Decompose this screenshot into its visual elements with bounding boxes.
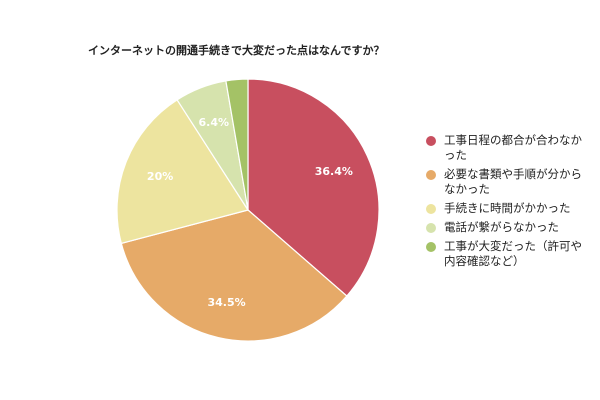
legend-item-5[interactable]: 工事が大変だった（許可や 内容確認など） <box>424 239 600 269</box>
pie-slice-2 <box>120 209 348 342</box>
chart-title: インターネットの開通手続きで大変だった点はなんですか？ <box>88 44 385 57</box>
legend-label-1: 工事日程の都合が合わなか った <box>444 133 582 162</box>
pie-slice-1 <box>247 78 380 297</box>
legend-label-2: 必要な書類や手順が分から なかった <box>444 167 582 196</box>
legend-item-2[interactable]: 必要な書類や手順が分から なかった <box>424 167 600 197</box>
legend-swatch-4 <box>426 223 436 233</box>
pie-slice-5 <box>225 78 249 211</box>
legend-swatch-2 <box>426 170 436 180</box>
legend-item-3[interactable]: 手続きに時間がかかった <box>424 201 600 216</box>
legend-label-4: 電話が繋がらなかった <box>444 220 559 234</box>
legend-item-4[interactable]: 電話が繋がらなかった <box>424 220 600 235</box>
legend-label-5: 工事が大変だった（許可や 内容確認など） <box>444 239 582 268</box>
legend-swatch-1 <box>426 136 436 146</box>
legend-label-3: 手続きに時間がかかった <box>444 201 571 215</box>
legend: 工事日程の都合が合わなか った 必要な書類や手順が分から なかった手続きに時間がか… <box>424 133 600 273</box>
legend-swatch-5 <box>426 242 436 252</box>
legend-item-1[interactable]: 工事日程の都合が合わなか った <box>424 133 600 163</box>
legend-swatch-3 <box>426 204 436 214</box>
slice-data-label-4: 6.4% <box>199 116 230 129</box>
slice-data-label-3: 20% <box>147 170 173 183</box>
slice-data-label-2: 34.5% <box>208 296 246 309</box>
pie-slice-3 <box>116 99 249 245</box>
slice-data-label-1: 36.4% <box>315 165 353 178</box>
